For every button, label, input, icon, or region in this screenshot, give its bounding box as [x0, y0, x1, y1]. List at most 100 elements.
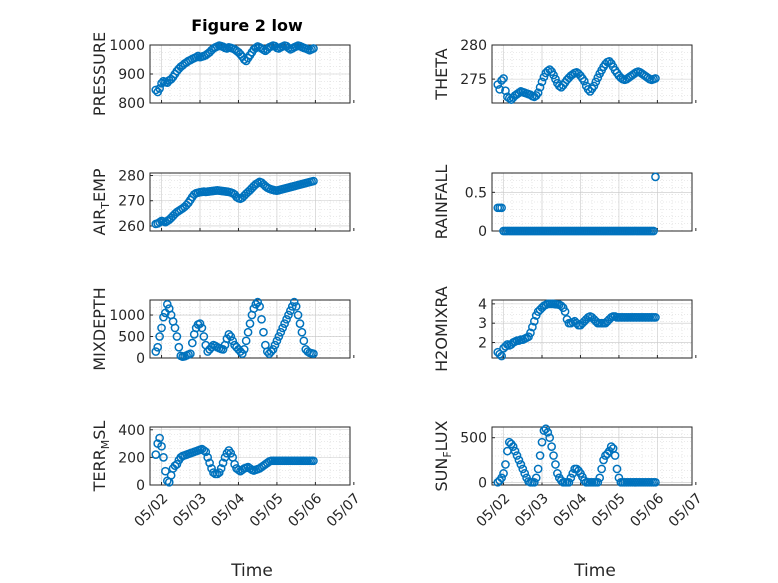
- subplot-air: 260 270 280 AIRTEMP: [90, 168, 355, 236]
- data-point: [593, 73, 603, 83]
- data-point: [497, 473, 506, 483]
- axes-frame: [491, 44, 693, 104]
- data-point: [224, 330, 234, 339]
- data-point: [195, 319, 205, 328]
- data-point: [566, 473, 576, 483]
- data-point: [159, 312, 168, 322]
- data-point: [520, 469, 530, 478]
- data-point: [155, 433, 164, 443]
- x-tick-label: 05/02: [132, 491, 172, 531]
- data-point: [533, 88, 543, 98]
- data-point: [197, 323, 207, 333]
- data-point: [170, 323, 180, 333]
- axes-frame: [149, 44, 351, 104]
- data-point: [501, 342, 510, 351]
- data-point: [593, 477, 603, 487]
- y-tick-label: 0: [136, 478, 145, 494]
- data-point: [543, 66, 553, 76]
- axes-frame: [149, 299, 351, 359]
- subplot-h2omixra: 2 3 4 H2OMIXRA: [432, 286, 697, 372]
- data-point: [651, 74, 660, 83]
- x-tick-label: 05/05: [589, 491, 629, 531]
- y-tick-label: 0: [478, 224, 487, 240]
- data-point: [270, 340, 280, 350]
- y-axis-label: THETA: [432, 48, 451, 100]
- data-point: [597, 464, 606, 474]
- y-tick-label: 200: [118, 450, 145, 466]
- x-tick-label: 05/02: [474, 491, 514, 531]
- data-point: [610, 451, 620, 460]
- data-point: [579, 76, 589, 86]
- data-point: [172, 332, 182, 341]
- y-axis-label: TERRMSL: [90, 421, 112, 493]
- data-point: [526, 328, 535, 338]
- data-point: [280, 319, 289, 328]
- data-point: [251, 43, 261, 53]
- data-point: [599, 455, 608, 465]
- data-point: [533, 464, 543, 474]
- data-point: [174, 342, 184, 352]
- y-tick-label: 280: [460, 38, 487, 54]
- data-point: [284, 310, 293, 320]
- data-point: [157, 78, 166, 88]
- data-point: [266, 347, 276, 356]
- axes-frame: [149, 172, 351, 232]
- data-point: [291, 302, 301, 311]
- data-point: [309, 456, 318, 466]
- data-point: [187, 338, 197, 348]
- data-point: [529, 316, 539, 326]
- y-tick-label: 500: [118, 330, 145, 346]
- y-tick-label: 0.5: [465, 185, 487, 201]
- data-point: [528, 322, 537, 332]
- data-point: [157, 441, 166, 451]
- data-point: [239, 345, 249, 354]
- data-point: [259, 327, 268, 337]
- y-tick-label: 800: [118, 96, 145, 112]
- data-point: [226, 332, 236, 341]
- data-point: [153, 342, 163, 352]
- data-point: [497, 203, 506, 213]
- data-point: [239, 55, 249, 64]
- y-tick-label: 900: [118, 67, 145, 83]
- data-point: [253, 297, 263, 307]
- data-point: [516, 460, 526, 469]
- y-tick-label: 500: [460, 431, 487, 447]
- data-point: [651, 172, 660, 182]
- data-point: [512, 451, 522, 460]
- data-point: [497, 76, 506, 85]
- axes-frame: [149, 426, 351, 486]
- data-point: [214, 468, 224, 477]
- data-point: [309, 176, 318, 186]
- y-tick-label: 0: [478, 475, 487, 491]
- data-point: [651, 313, 660, 322]
- data-point: [151, 85, 161, 95]
- data-point: [309, 44, 318, 53]
- data-point: [612, 464, 622, 474]
- data-point: [595, 473, 605, 483]
- y-tick-label: 270: [118, 194, 145, 210]
- data-point: [510, 446, 520, 456]
- data-point: [295, 319, 305, 328]
- data-point: [237, 349, 247, 359]
- data-point: [255, 302, 264, 311]
- data-point: [564, 477, 574, 487]
- data-point: [201, 447, 211, 457]
- data-point: [547, 442, 556, 451]
- data-point: [151, 450, 161, 459]
- data-point: [514, 455, 524, 465]
- data-point: [205, 458, 214, 468]
- data-point: [245, 319, 255, 328]
- data-point: [199, 446, 209, 455]
- data-point: [309, 349, 318, 359]
- data-point: [293, 310, 303, 320]
- data-point: [531, 473, 541, 483]
- y-tick-label: 3: [478, 316, 487, 332]
- data-point: [539, 72, 549, 82]
- data-point: [172, 459, 182, 469]
- subplot-theta: 275 280 THETA: [432, 38, 697, 104]
- x-tick-label: 05/04: [550, 490, 590, 530]
- data-point: [218, 345, 228, 354]
- subplot-rainfall: 0 0.5 RAINFALL: [432, 165, 697, 240]
